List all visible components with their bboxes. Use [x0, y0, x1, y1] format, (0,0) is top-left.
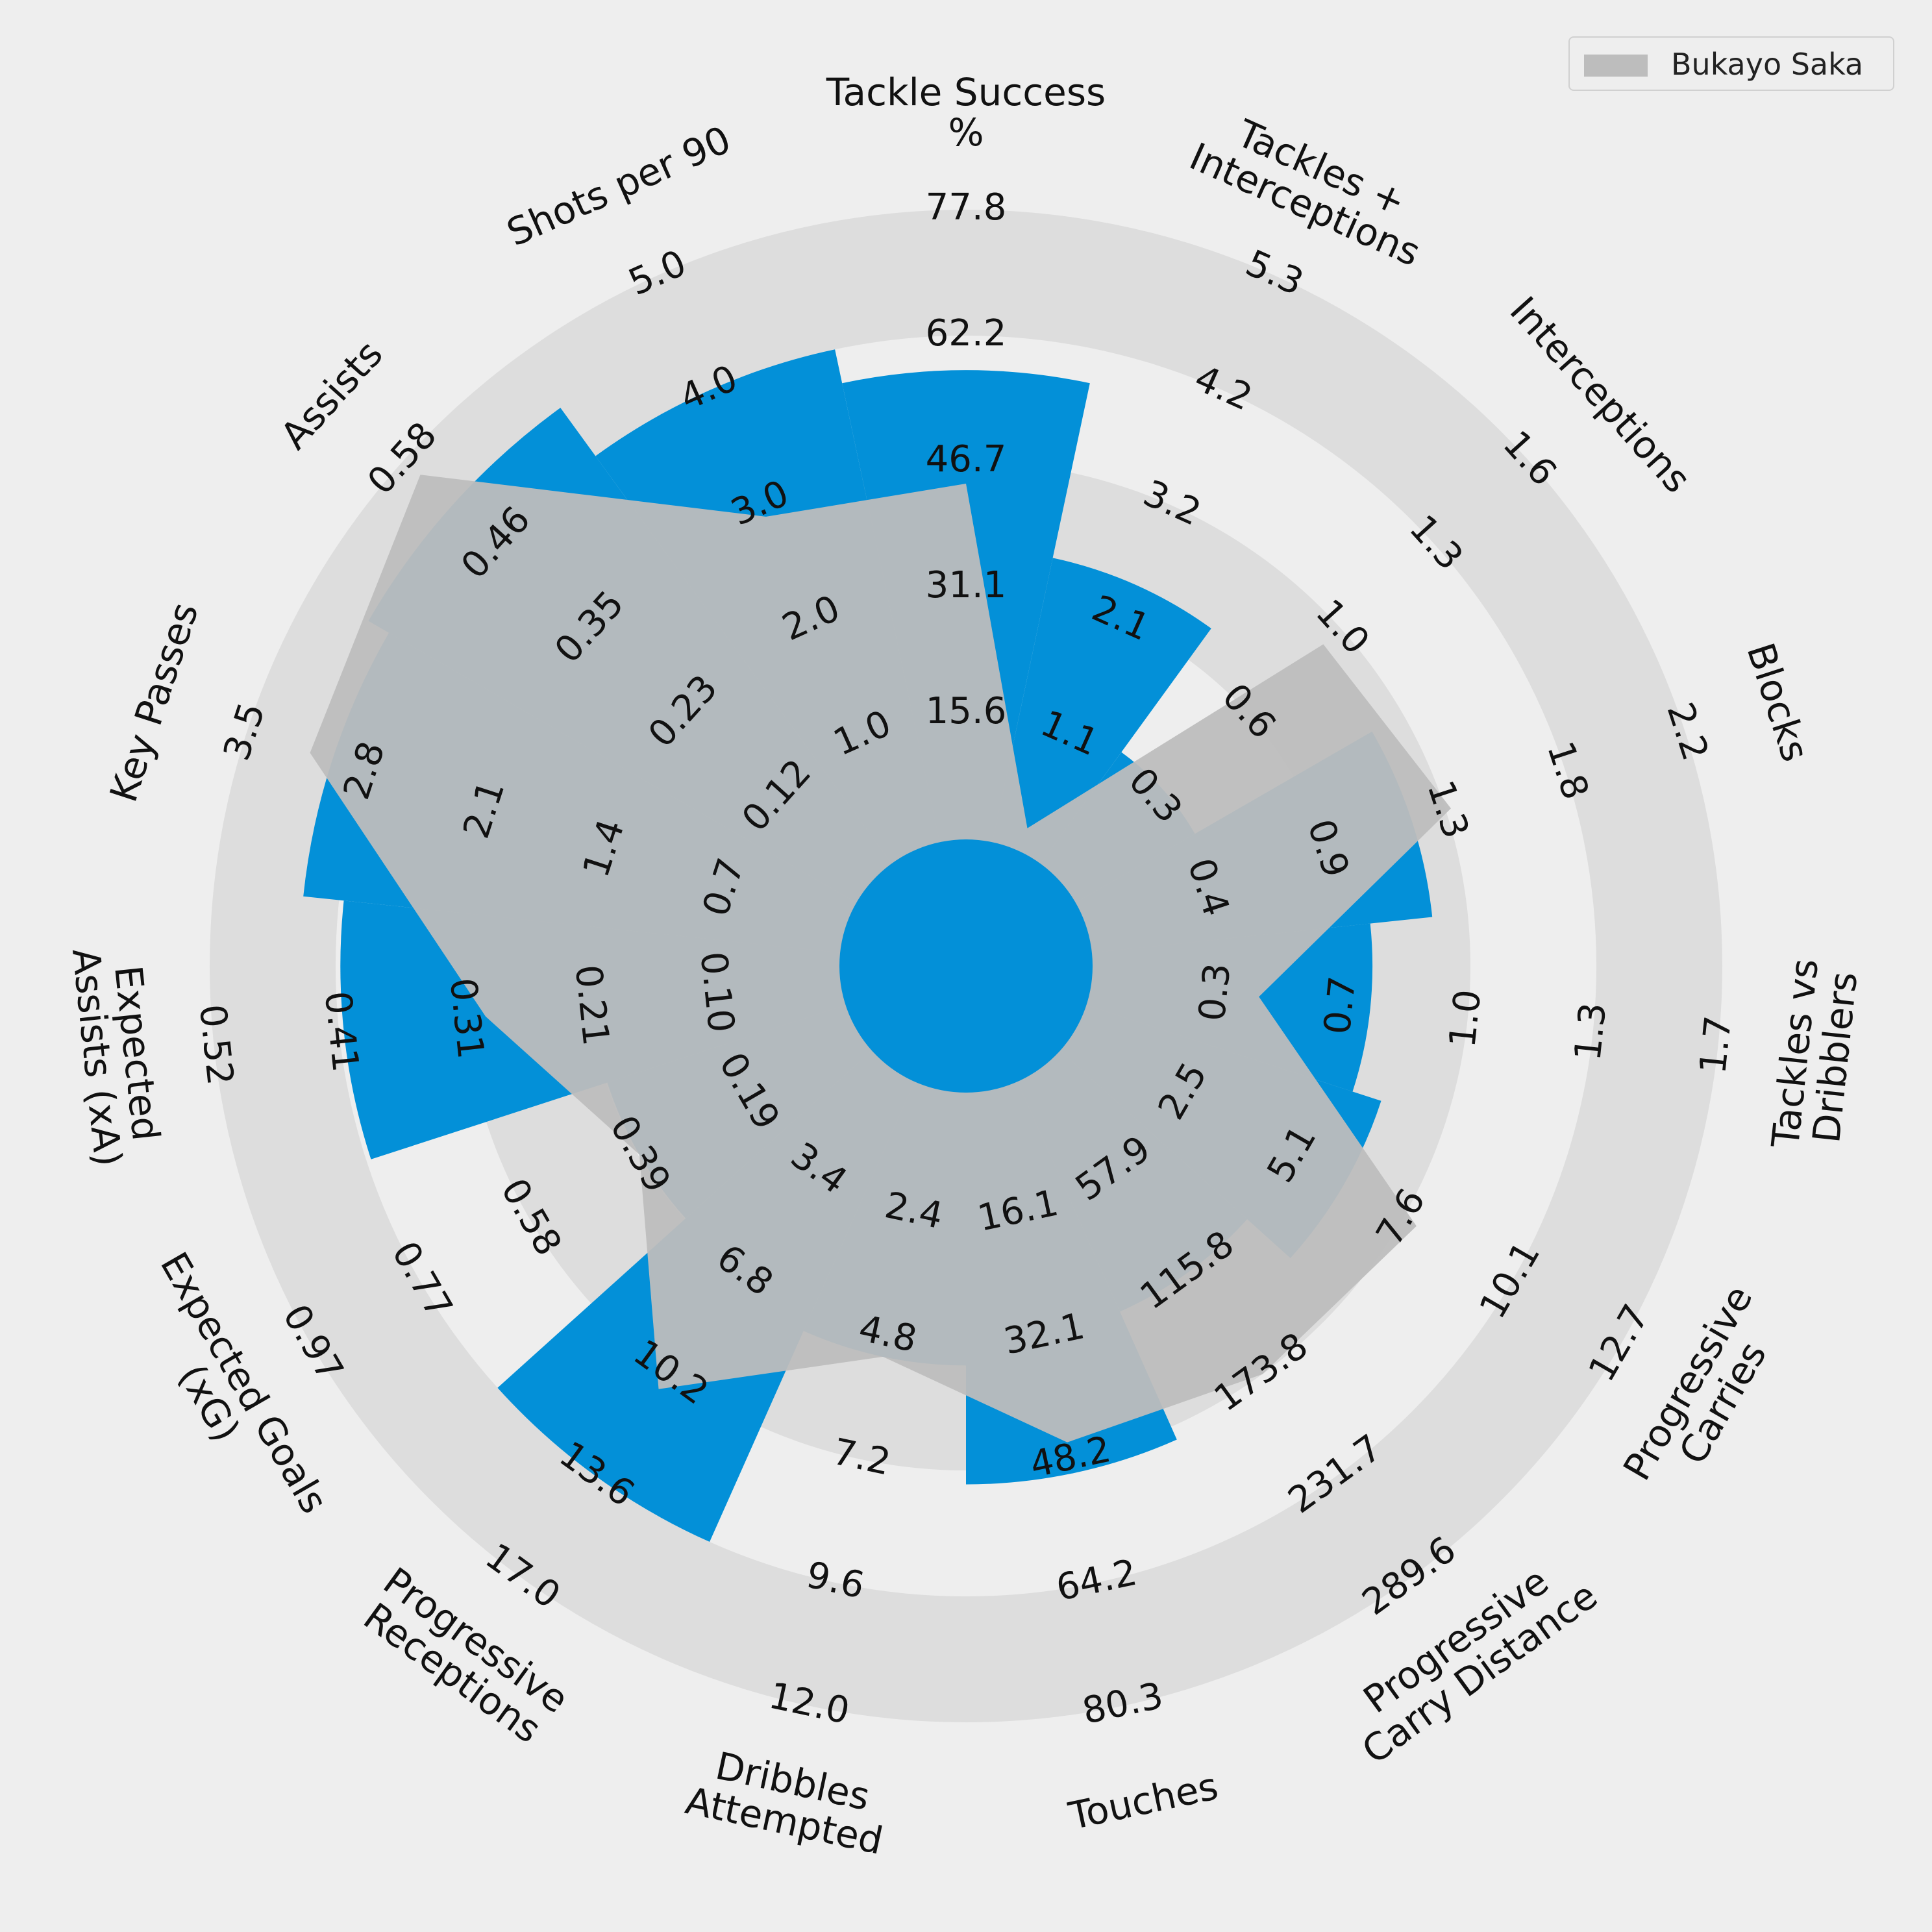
tick-label: 0.7: [1316, 974, 1364, 1036]
tick-label: 15.6: [926, 690, 1007, 732]
parameter-label: Tackles +Interceptions: [1183, 97, 1444, 275]
tick-label: 1.7: [1692, 1014, 1740, 1076]
parameter-label: Tackles vsDribblers: [1763, 957, 1867, 1155]
parameter-label: DribblesAttempted: [682, 1739, 895, 1863]
tick-label: 0.31: [441, 976, 492, 1061]
tick-label: 31.1: [926, 564, 1007, 606]
inner-disc: [839, 839, 1093, 1093]
tick-label: 77.8: [926, 186, 1007, 229]
tick-label: 0.10: [692, 950, 743, 1035]
tick-label: 0.52: [191, 1002, 242, 1087]
tick-label: 1.3: [1567, 1000, 1615, 1062]
tick-label: 62.2: [926, 312, 1007, 354]
tick-label: 0.3: [1191, 961, 1239, 1023]
legend-swatch-bukayo-saka: [1584, 55, 1648, 77]
parameter-label: Key Passes: [101, 597, 207, 807]
parameter-label: Blocks: [1738, 638, 1817, 767]
parameter-label: Assists: [272, 332, 391, 458]
legend: Bukayo Saka: [1568, 36, 1894, 91]
parameter-label: Touches: [1065, 1764, 1222, 1839]
tick-label: 46.7: [926, 438, 1007, 480]
legend-label-bukayo-saka: Bukayo Saka: [1671, 47, 1864, 82]
tick-label: 0.21: [567, 963, 617, 1048]
parameter-label: ExpectedAssists (xA): [64, 942, 171, 1169]
tick-label: 1.0: [1441, 987, 1489, 1049]
parameter-label: Shots per 90: [501, 118, 737, 255]
parameter-label: Tackle Success%: [826, 70, 1106, 155]
tick-label: 0.41: [316, 989, 367, 1074]
